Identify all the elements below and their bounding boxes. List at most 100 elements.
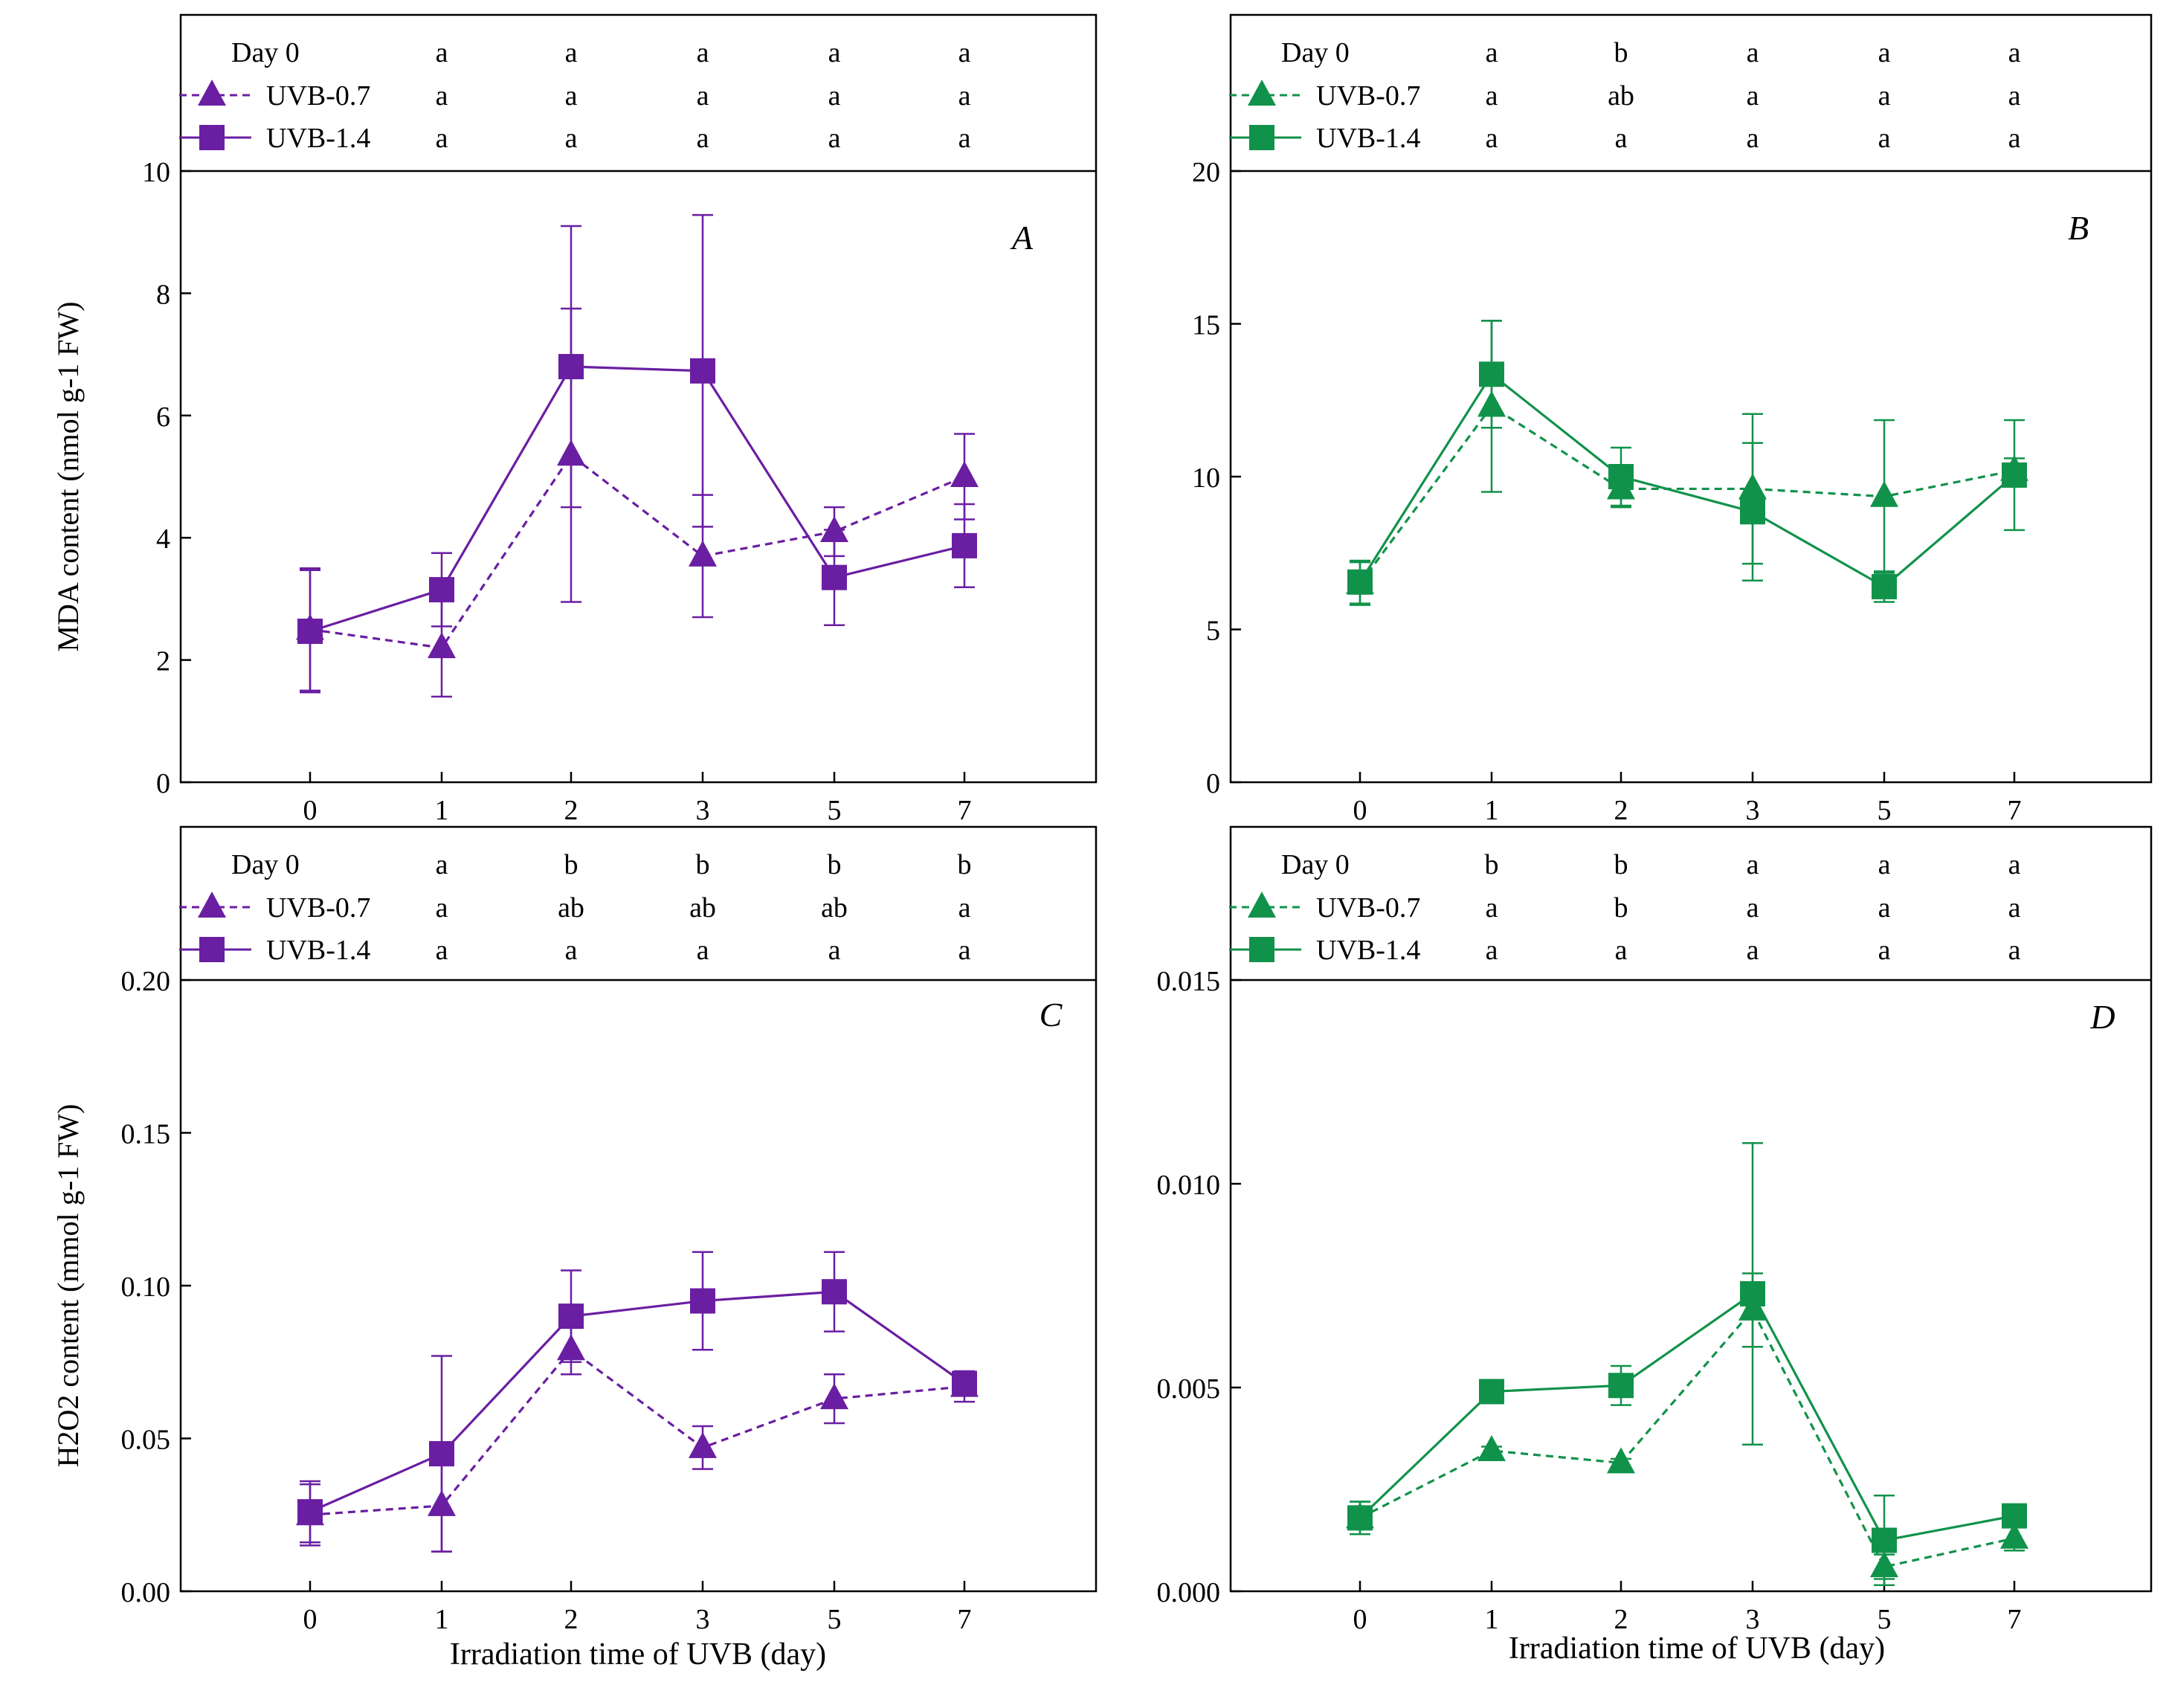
legend-label-high: UVB-1.4 [266, 123, 370, 154]
data-point [429, 577, 454, 603]
panel-frame [1229, 825, 2153, 1593]
data-point [1479, 1379, 1504, 1405]
data-point [820, 1383, 848, 1410]
data-point [690, 1288, 715, 1314]
significance-letter: a [1878, 80, 1891, 112]
y-tick-label: 15 [1192, 310, 1220, 341]
series-line [1359, 1308, 2015, 1568]
y-tick-label: 0.015 [1157, 966, 1221, 997]
significance-letter: a [1747, 892, 1759, 924]
data-point [1740, 1280, 1765, 1306]
data-point [950, 461, 979, 487]
y-tick-label: 0.005 [1157, 1373, 1221, 1405]
series-UVB-0.7 [1346, 320, 2028, 606]
y-tick-label: 0 [1206, 768, 1220, 799]
x-tick-label: 3 [696, 1604, 710, 1635]
significance-letter: a [828, 80, 841, 112]
significance-letter: a [2008, 37, 2021, 68]
significance-letter: a [828, 37, 841, 68]
series-UVB-1.4 [1347, 1141, 2027, 1587]
significance-letter: a [1878, 935, 1891, 966]
legend-label-low: UVB-0.7 [266, 80, 370, 112]
significance-letter: a [697, 123, 709, 154]
data-point [297, 1499, 323, 1525]
significance-letter: a [436, 37, 448, 68]
x-tick-label: 7 [2008, 1604, 2022, 1635]
significance-letter: ab [821, 892, 848, 924]
x-tick-label: 1 [435, 1604, 449, 1635]
significance-letter: a [1878, 892, 1891, 924]
significance-letter: ab [1608, 80, 1634, 112]
x-tick-label: 7 [2008, 795, 2022, 826]
legend-label-day0: Day 0 [1281, 37, 1350, 68]
x-tick-label: 3 [696, 795, 710, 826]
y-tick-label: 20 [1192, 157, 1220, 188]
data-point [1608, 464, 1634, 489]
y-tick-label: 6 [156, 402, 170, 433]
significance-letter: a [958, 123, 971, 154]
y-tick-label: 8 [156, 279, 170, 310]
series-line [309, 365, 965, 633]
significance-letter: a [436, 935, 448, 966]
y-tick-label: 10 [1192, 463, 1220, 494]
significance-letter: a [958, 892, 971, 924]
significance-letter: a [2008, 80, 2021, 112]
significance-letter: b [1614, 849, 1628, 880]
significance-letter: a [1486, 37, 1498, 68]
series-UVB-1.4 [1347, 320, 2027, 605]
x-tick-label: 5 [1878, 1604, 1892, 1635]
data-point [558, 354, 584, 380]
significance-letter: b [1614, 892, 1628, 924]
y-tick-label: 2 [156, 646, 170, 677]
data-point [1872, 573, 1897, 599]
panel-A: 0 2 4 6 8 10 0 1 2 3 5 7 MDA content (nmol g-1 FW) A D… [51, 13, 1098, 826]
significance-letter: a [2008, 849, 2021, 880]
significance-letter: a [436, 123, 448, 154]
panel-label: D [2089, 998, 2115, 1036]
x-tick-label: 1 [435, 795, 449, 826]
significance-letter: a [828, 123, 841, 154]
legend-label-low: UVB-0.7 [266, 892, 370, 924]
significance-letter: b [958, 849, 972, 880]
x-tick-label: 1 [1485, 1604, 1499, 1635]
x-tick-label: 7 [958, 1604, 972, 1635]
significance-letter: a [436, 849, 448, 880]
data-point [822, 564, 847, 590]
legend-marker-low [198, 80, 226, 106]
y-tick-label: 0.010 [1157, 1170, 1221, 1201]
significance-letter: a [1747, 37, 1759, 68]
x-tick-label: 1 [1485, 795, 1499, 826]
series-line [1359, 372, 2016, 588]
significance-letter: b [696, 849, 710, 880]
x-tick-label: 0 [303, 795, 318, 826]
series-line [309, 1348, 965, 1516]
data-point [690, 358, 715, 384]
y-axis-label: MDA content (nmol g-1 FW) [51, 301, 85, 651]
x-tick-label: 0 [1353, 1604, 1367, 1635]
significance-letter: a [958, 935, 971, 966]
y-tick-label: 0.15 [121, 1119, 171, 1150]
legend-label-low: UVB-0.7 [1316, 892, 1420, 924]
data-point [1477, 1434, 1506, 1461]
x-tick-label: 0 [1353, 795, 1367, 826]
x-tick-label: 2 [1614, 795, 1628, 826]
significance-letter: a [1747, 80, 1759, 112]
y-tick-label: 0 [156, 768, 170, 799]
y-tick-label: 0.00 [121, 1577, 171, 1608]
significance-letter: a [436, 892, 448, 924]
data-point [952, 1370, 977, 1396]
significance-letter: ab [558, 892, 584, 924]
data-point [428, 632, 456, 659]
significance-letter: a [1486, 123, 1498, 154]
significance-letter: a [1486, 80, 1498, 112]
data-point [1347, 1505, 1373, 1531]
data-point [297, 618, 323, 644]
significance-letter: a [2008, 935, 2021, 966]
significance-letter: a [2008, 123, 2021, 154]
significance-letter: b [564, 849, 578, 880]
y-tick-label: 0.000 [1157, 1577, 1221, 1608]
y-tick-label: 5 [1206, 616, 1220, 647]
significance-letter: b [1614, 37, 1628, 68]
